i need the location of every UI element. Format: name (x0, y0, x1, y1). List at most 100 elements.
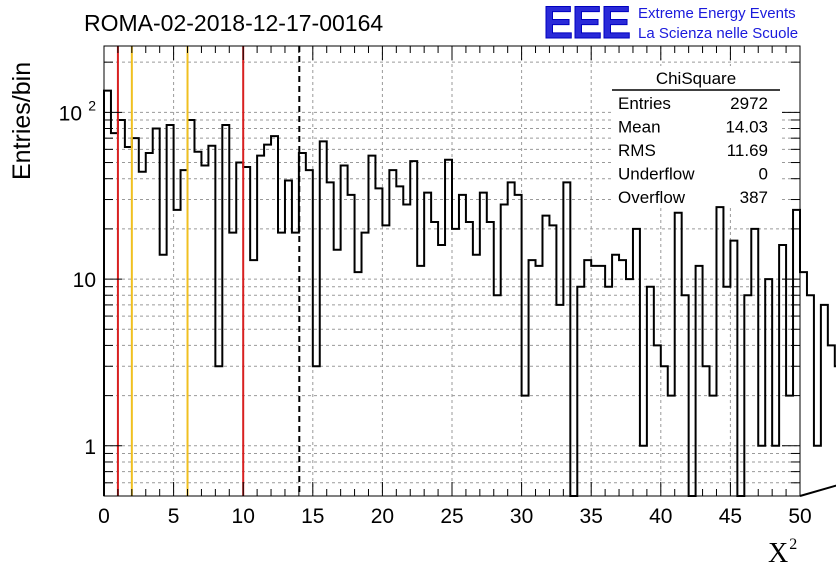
histogram-bin (647, 287, 654, 496)
histogram-bin (765, 279, 772, 496)
eee-logo: EEE Extreme Energy Events La Scienza nel… (542, 0, 799, 48)
histogram-bin (222, 125, 229, 496)
histogram-bin (327, 182, 334, 496)
histogram-bin (480, 193, 487, 496)
logo-mark: EEE (542, 0, 631, 48)
y-axis-label: Entries/bin (8, 61, 36, 180)
x-axis-label: X2 (768, 536, 797, 570)
x-tick-label: 15 (301, 505, 324, 528)
stats-value: 14.03 (725, 118, 768, 137)
histogram-bin (153, 129, 160, 496)
histogram-bin (285, 181, 292, 496)
histogram-bin (716, 207, 723, 496)
x-tick-label: 50 (788, 505, 811, 528)
x-tick-label: 20 (371, 505, 394, 528)
histogram-bin (139, 172, 146, 496)
x-axis-label-sup: 2 (789, 536, 798, 553)
histogram-bin (264, 145, 271, 496)
histogram-bin (320, 141, 327, 496)
histogram-bin (403, 205, 410, 496)
histogram-bin (605, 287, 612, 496)
histogram-bin (104, 91, 111, 496)
histogram-bin (181, 170, 188, 496)
histogram-bin (362, 233, 369, 496)
histogram-bin (424, 193, 431, 496)
histogram-bin (292, 233, 299, 496)
histogram-bin (612, 255, 619, 496)
histogram-bin (828, 345, 835, 496)
y-tick-label: 10 (73, 269, 96, 292)
histogram-bin (438, 245, 445, 496)
histogram-bin (501, 205, 508, 496)
x-tick-label: 25 (440, 505, 463, 528)
x-tick-label: 35 (580, 505, 603, 528)
histogram-bin (542, 216, 549, 496)
x-tick-label: 40 (649, 505, 672, 528)
y-tick-label: 10 (59, 102, 82, 125)
histogram-bin (626, 279, 633, 496)
histogram-bin (577, 287, 584, 496)
chart-title: ROMA-02-2018-12-17-00164 (84, 10, 384, 36)
histogram-bin (201, 165, 208, 496)
histogram-bin (549, 225, 556, 496)
histogram-bin (118, 120, 125, 496)
stats-box: ChiSquare Entries 2972 Mean 14.03 RMS 11.69 Und… (612, 66, 780, 207)
histogram-bin (703, 366, 710, 496)
histogram-bin (188, 120, 195, 496)
histogram-bin (167, 125, 174, 496)
x-axis-label-main: X (768, 538, 789, 569)
histogram-bin (556, 305, 563, 496)
histogram-bin (779, 245, 786, 496)
stats-label: Underflow (618, 165, 695, 184)
histogram-bin (313, 366, 320, 496)
histogram-bin (800, 272, 807, 496)
x-tick-label: 30 (510, 505, 533, 528)
grid (104, 46, 800, 496)
histogram-bin (160, 255, 167, 496)
histogram-bin (563, 182, 570, 496)
histogram-bin (257, 156, 264, 496)
histogram-bin (375, 188, 382, 496)
marker-lines (116, 46, 301, 496)
histogram-bin (466, 222, 473, 496)
histogram-bin (751, 229, 758, 496)
histogram (103, 89, 836, 497)
histogram-bin (654, 345, 661, 496)
x-tick-label: 45 (719, 505, 742, 528)
histogram-bin (396, 186, 403, 496)
stats-value: 11.69 (727, 141, 768, 160)
y-tick-label-sup: 2 (88, 97, 96, 113)
histogram-bin (814, 446, 821, 496)
histogram-bin (299, 153, 306, 496)
histogram-bin (306, 170, 313, 496)
histogram-bin (723, 287, 730, 496)
histogram-bin (821, 305, 828, 496)
histogram-bin (243, 167, 250, 496)
logo-line1: Extreme Energy Events (638, 5, 796, 22)
logo-line2: La Scienza nelle Scuole (638, 25, 799, 42)
histogram-bin (194, 152, 201, 496)
x-tick-label: 5 (168, 505, 180, 528)
stats-value: 0 (759, 165, 768, 184)
histogram-bin (487, 222, 494, 496)
histogram-bin (208, 146, 215, 496)
histogram-bin (389, 170, 396, 496)
stats-label: Mean (618, 118, 661, 137)
x-tick-label: 10 (232, 505, 255, 528)
histogram-bin (229, 233, 236, 496)
histogram-bin (215, 366, 222, 496)
histogram-bin (633, 229, 640, 496)
stats-label: Entries (618, 94, 671, 113)
stats-value: 2972 (730, 94, 768, 113)
histogram-bin (146, 153, 153, 496)
histogram-bin (382, 225, 389, 496)
histogram-bin (473, 255, 480, 496)
histogram-bin (341, 165, 348, 496)
histogram-bin (132, 138, 139, 496)
stats-value: 387 (740, 188, 768, 207)
histogram-bin (508, 182, 515, 496)
x-tick-label: 0 (98, 505, 110, 528)
axes: 0 5 10 15 20 25 30 35 40 45 50 1 10 10 2 (59, 45, 812, 528)
histogram-bin (452, 229, 459, 496)
